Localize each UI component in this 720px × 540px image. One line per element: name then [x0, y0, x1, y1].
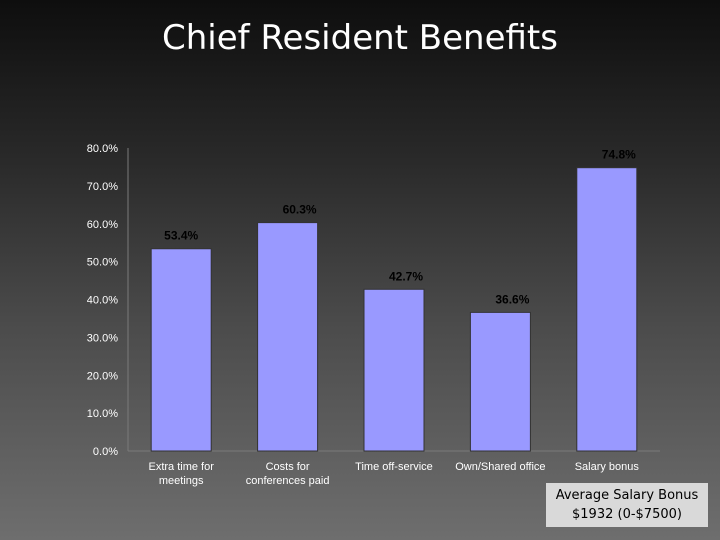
x-tick-label: Costs for: [266, 461, 310, 473]
data-label: 53.4%: [164, 229, 198, 243]
data-label: 42.7%: [389, 269, 423, 283]
y-tick-label: 0.0%: [93, 446, 118, 458]
x-tick-label: Time off-service: [355, 461, 433, 473]
x-tick-label: Own/Shared office: [455, 461, 545, 473]
note-line-2: $1932 (0-$7500): [572, 507, 682, 522]
bar: [257, 222, 319, 452]
y-tick-label: 40.0%: [87, 295, 118, 307]
y-tick-label: 60.0%: [87, 219, 118, 231]
bar: [150, 248, 212, 452]
bar: [469, 311, 531, 452]
y-tick-label: 50.0%: [87, 257, 118, 269]
salary-bonus-note: Average Salary Bonus $1932 (0-$7500): [546, 483, 708, 527]
data-label: 74.8%: [602, 148, 636, 162]
y-tick-label: 30.0%: [87, 332, 118, 344]
y-tick-label: 20.0%: [87, 370, 118, 382]
x-tick-label: meetings: [159, 475, 204, 487]
note-line-1: Average Salary Bonus: [555, 488, 699, 503]
y-tick-label: 70.0%: [87, 181, 118, 193]
x-tick-label: conferences paid: [246, 475, 330, 487]
chart-title: Chief Resident Benefits: [162, 18, 558, 58]
x-tick-label: Salary bonus: [575, 461, 640, 473]
bar: [363, 288, 425, 452]
data-label: 60.3%: [283, 203, 317, 217]
y-tick-label: 10.0%: [87, 408, 118, 420]
data-label: 36.6%: [495, 292, 529, 306]
bar: [576, 167, 638, 452]
y-tick-label: 80.0%: [87, 143, 118, 155]
x-tick-label: Extra time for: [148, 461, 214, 473]
